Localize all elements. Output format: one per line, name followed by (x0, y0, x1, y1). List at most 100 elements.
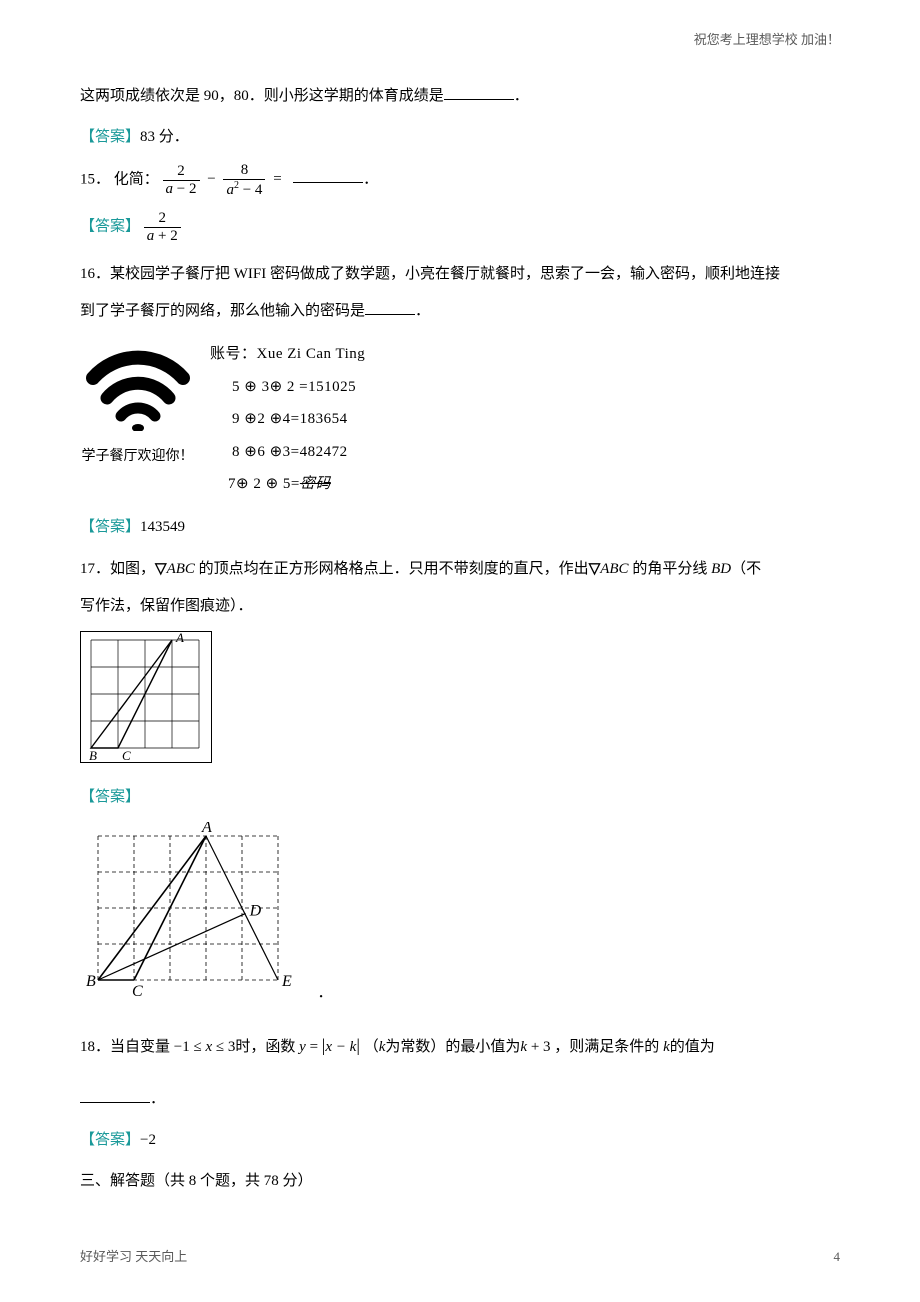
footer-page-number: 4 (834, 1245, 841, 1270)
wifi-account: Xue Zi Can Ting (257, 346, 366, 362)
q18-range: −1 ≤ x ≤ 3 (174, 1039, 236, 1055)
wifi-eq-4: 7⊕ 2 ⊕ 5=密码 (210, 470, 365, 499)
q17-line2: 写作法，保留作图痕迹）． (80, 590, 840, 623)
q18-t2: 时，函数 (235, 1039, 299, 1055)
q17-abc1: ABC (167, 561, 195, 577)
q15-f2-sq: 2 (234, 180, 239, 191)
q15-ans-den: a + 2 (144, 228, 181, 245)
w3c: 3 (283, 444, 291, 460)
q17-t1b: 的顶点均在正方形网格格点上．只用不带刻度的直尺，作出 (195, 561, 589, 577)
svg-text:B: B (86, 973, 96, 990)
q18-period: ． (150, 1091, 165, 1107)
q16-wifi-figure: 学子餐厅欢迎你！ 账号：Xue Zi Can Ting 5 ⊕ 3⊕ 2 =15… (80, 336, 840, 503)
wifi-eq-1: 5 ⊕ 3⊕ 2 =151025 (210, 373, 365, 402)
svg-text:C: C (132, 983, 143, 997)
q17-num: 17． (80, 561, 110, 577)
q17-bd: BD (711, 561, 731, 577)
header-right-text: 祝您考上理想学校 加油！ (694, 28, 840, 53)
q15-f2-rest: − 4 (243, 182, 263, 198)
oplus-icon: ⊕ (266, 475, 279, 492)
q15-frac2: 8 a2 − 4 (223, 162, 265, 198)
w4a: 7 (228, 476, 236, 492)
answer-label: 【答案】 (80, 218, 140, 234)
q14-period: ． (514, 88, 529, 104)
q14-line: 这两项成绩依次是 90，80．则小彤这学期的体育成绩是． (80, 80, 840, 113)
answer-label: 【答案】 (80, 789, 140, 805)
answer-label: 【答案】 (80, 1132, 140, 1148)
q15-f1-rest: − 2 (177, 181, 197, 197)
svg-text:A: A (175, 631, 184, 645)
q18-answer-text: −2 (140, 1132, 156, 1148)
q15-ans-num: 2 (144, 210, 181, 228)
w1r: 151025 (308, 379, 356, 395)
q14-answer: 【答案】83 分． (80, 121, 840, 154)
q17-line1: 17．如图，▽ABC 的顶点均在正方形网格格点上．只用不带刻度的直尺，作出▽AB… (80, 552, 840, 586)
q15-num: 15． (80, 171, 110, 187)
triangle-icon: ▽ (155, 560, 167, 577)
triangle-icon: ▽ (589, 560, 601, 577)
q17-t1a: 如图， (110, 561, 155, 577)
q15-label: 化简： (114, 171, 159, 187)
q18-line1: 18．当自变量 −1 ≤ x ≤ 3时，函数 y = |x − k| （k为常数… (80, 1026, 840, 1066)
oplus-icon: ⊕ (270, 378, 283, 395)
q15-frac1-den: a − 2 (163, 181, 200, 198)
q15: 15． 化简： 2 a − 2 − 8 a2 − 4 = ． (80, 162, 840, 198)
w4c: 5 (283, 476, 291, 492)
q18-line2: ． (80, 1083, 840, 1116)
q15-period: ． (363, 171, 378, 187)
w2a: 9 (232, 411, 240, 427)
q16-period: ． (415, 303, 430, 319)
q18-t1: 当自变量 (110, 1039, 174, 1055)
q18-num: 18． (80, 1039, 110, 1055)
w2b: 2 (257, 411, 265, 427)
svg-text:B: B (89, 748, 97, 763)
q16-line1: 16．某校园学子餐厅把 WIFI 密码做成了数学题，小亮在餐厅就餐时，思索了一会… (80, 258, 840, 291)
q16-answer: 【答案】143549 (80, 511, 840, 544)
wifi-caption: 学子餐厅欢迎你！ (80, 444, 195, 471)
oplus-icon: ⊕ (236, 475, 249, 492)
wifi-icon (83, 336, 193, 431)
q15-ans-frac: 2 a + 2 (144, 210, 181, 244)
svg-text:A: A (201, 822, 212, 836)
w1c: 2 (287, 379, 295, 395)
q17-trail-period: ． (318, 985, 333, 1001)
q18-abs-inner: x − k (325, 1039, 356, 1055)
w2r: 183654 (300, 411, 348, 427)
q15-minus: − (207, 171, 215, 187)
q18-kp3: k + 3 (520, 1039, 550, 1055)
section-3-heading: 三、解答题（共 8 个题，共 78 分） (80, 1165, 840, 1198)
q15-frac2-den: a2 − 4 (223, 180, 265, 199)
q18-blank (80, 1087, 150, 1103)
footer-left-text: 好好学习 天天向上 (80, 1245, 187, 1270)
svg-text:D: D (249, 902, 262, 919)
q15-f1-a: a (166, 181, 174, 197)
q18-answer: 【答案】−2 (80, 1124, 840, 1157)
w3b: 6 (257, 444, 265, 460)
svg-text:C: C (122, 748, 131, 763)
w4r: 密码 (300, 476, 331, 492)
q15-eq: = (273, 171, 281, 187)
oplus-icon: ⊕ (270, 410, 283, 427)
w1a: 5 (232, 379, 240, 395)
q15-frac2-num: 8 (223, 162, 265, 180)
oplus-icon: ⊕ (244, 443, 257, 460)
q15-frac1: 2 a − 2 (163, 163, 200, 197)
q15-ans-a: a (147, 228, 155, 244)
q17-text2: 写作法，保留作图痕迹）． (80, 598, 253, 614)
q17-t1d: （不 (731, 561, 761, 577)
wifi-eq-3: 8 ⊕6 ⊕3=482472 (210, 438, 365, 467)
q18-abs-r: | (356, 1035, 360, 1055)
q15-f2-a: a (226, 182, 234, 198)
q18-t6: 的值为 (670, 1039, 715, 1055)
q16-text1: 某校园学子餐厅把 WIFI 密码做成了数学题，小亮在餐厅就餐时，思索了一会，输入… (110, 266, 780, 282)
svg-text:E: E (281, 973, 292, 990)
q18-t5: ，则满足条件的 (551, 1039, 664, 1055)
w4b: 2 (253, 476, 261, 492)
q15-frac1-num: 2 (163, 163, 200, 181)
q17-t1c: 的角平分线 (629, 561, 712, 577)
w3a: 8 (232, 444, 240, 460)
oplus-icon: ⊕ (244, 378, 257, 395)
q17-figure-1: A B C (80, 631, 840, 774)
q14-blank (444, 84, 514, 100)
oplus-icon: ⊕ (270, 443, 283, 460)
